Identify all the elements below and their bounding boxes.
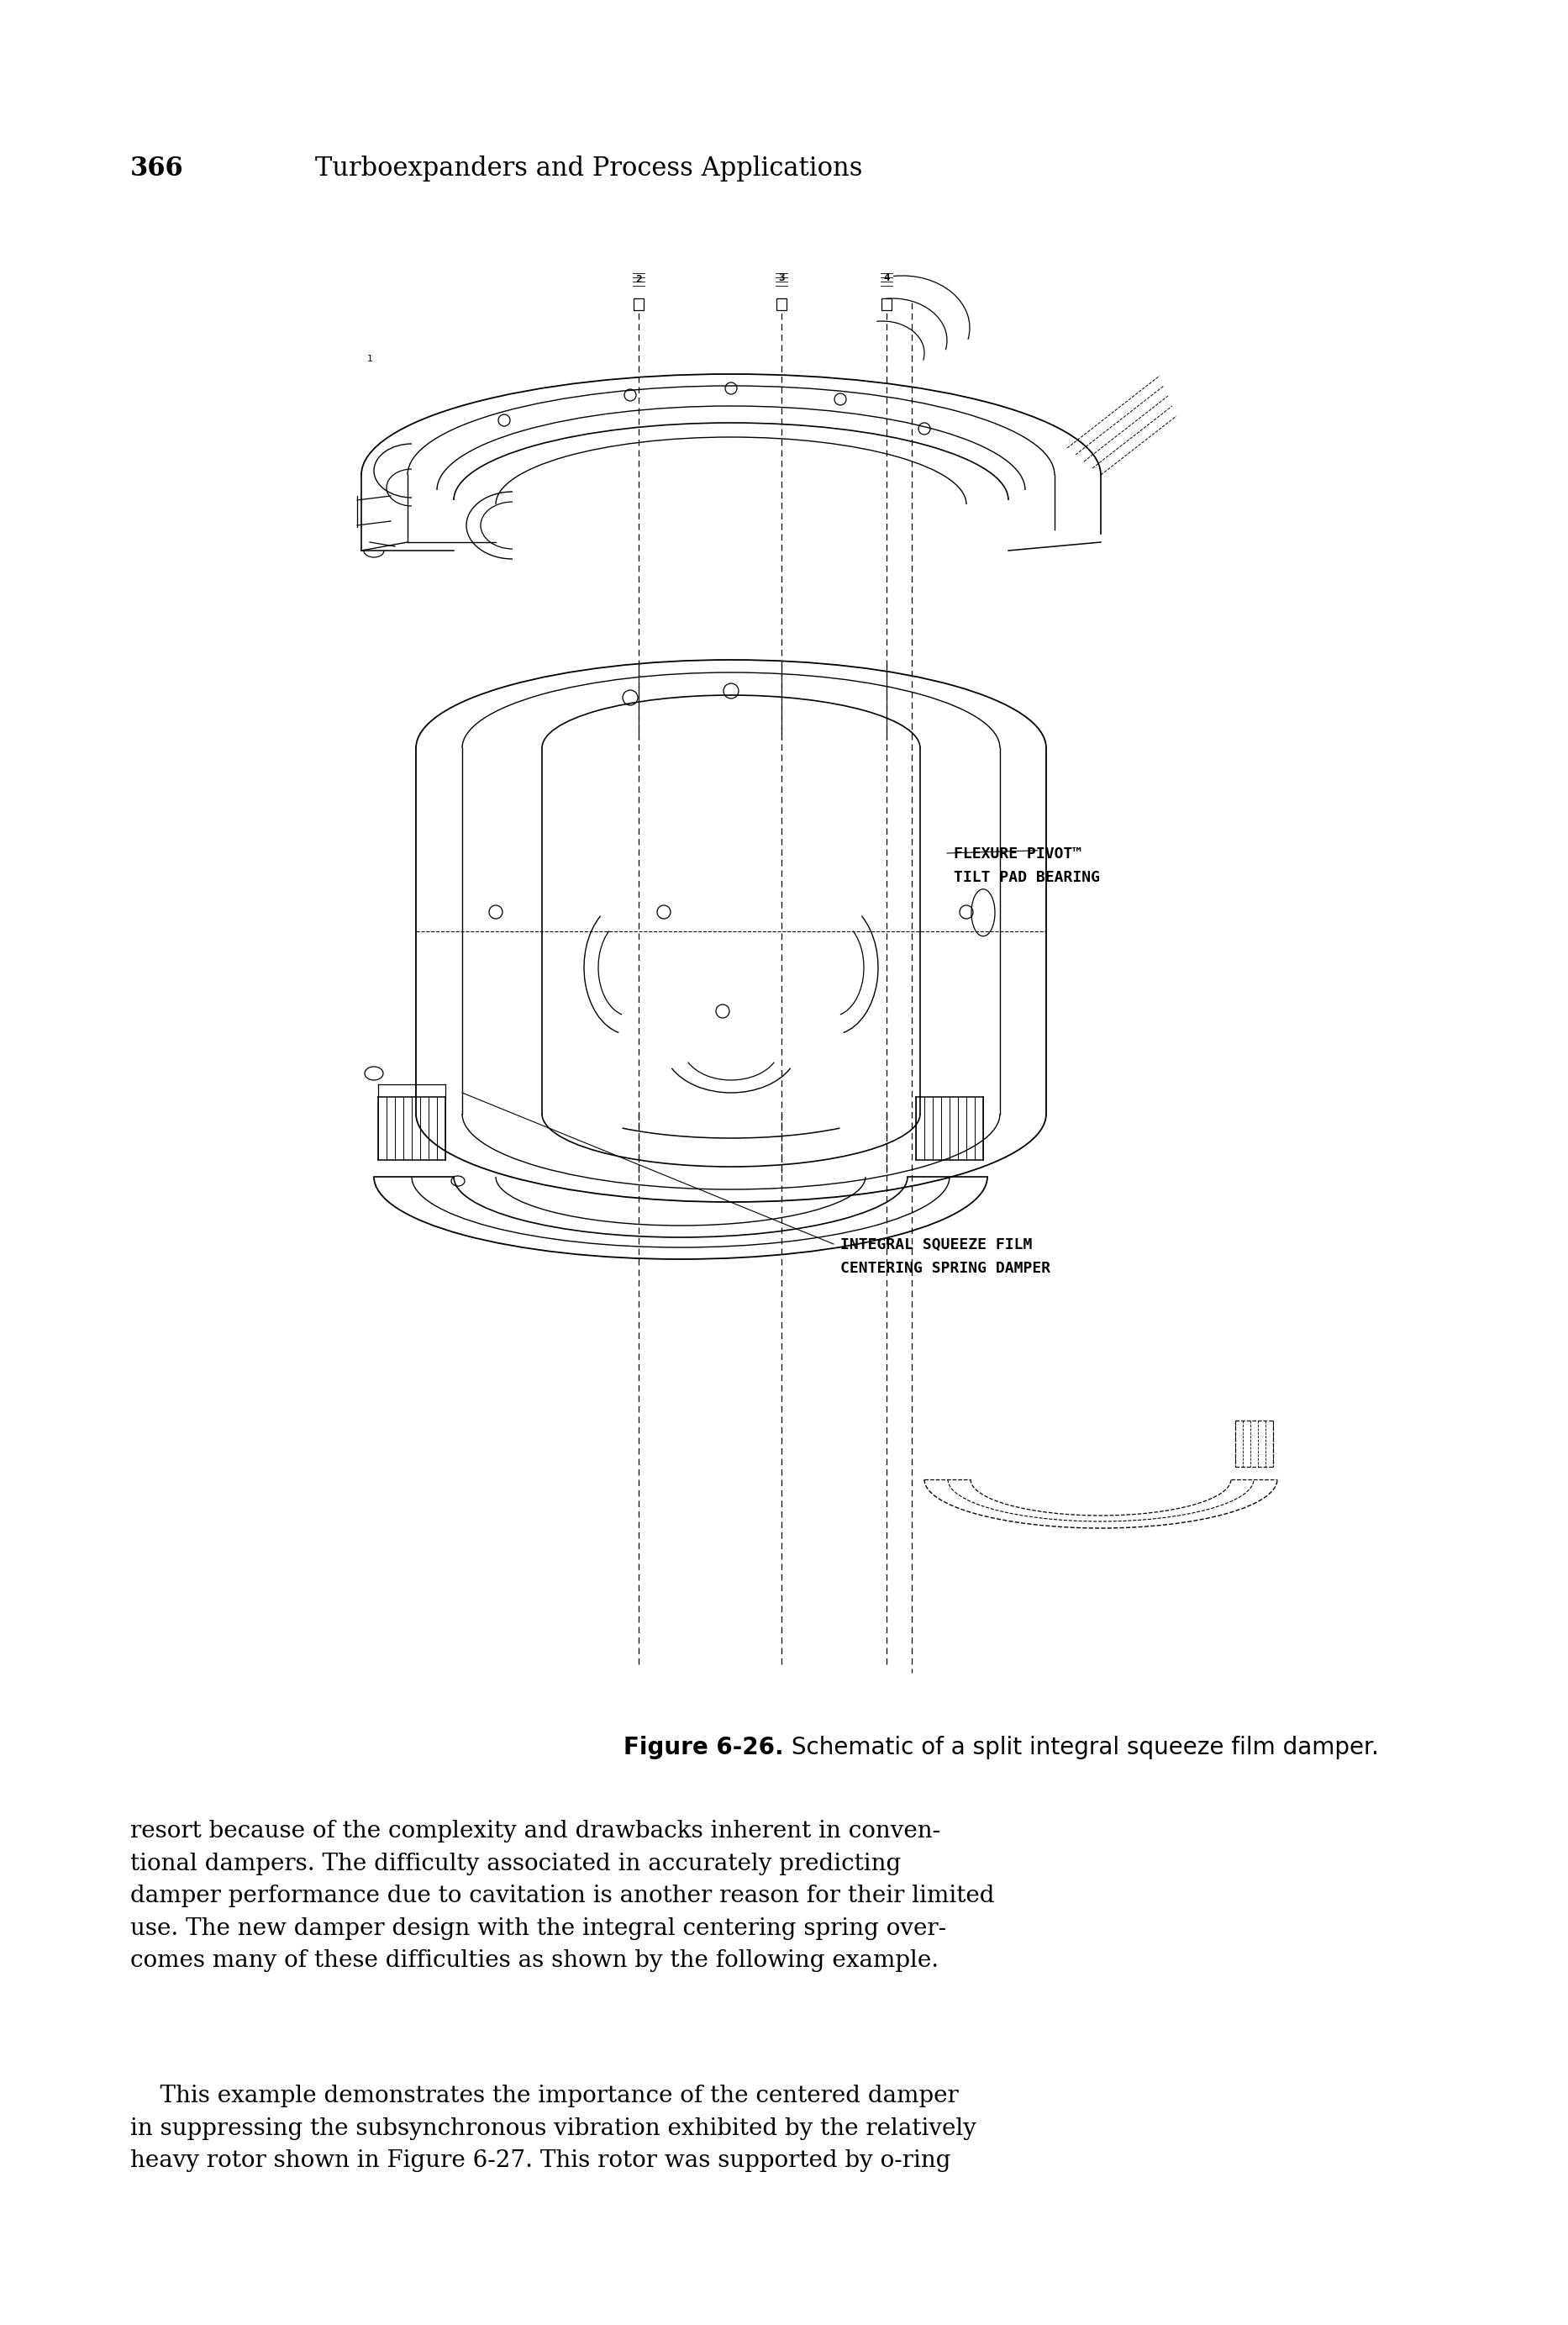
Text: Turboexpanders and Process Applications: Turboexpanders and Process Applications <box>315 156 862 181</box>
Text: resort because of the complexity and drawbacks inherent in conven-
tional damper: resort because of the complexity and dra… <box>130 1820 994 1972</box>
Text: Figure 6-26.: Figure 6-26. <box>624 1737 784 1760</box>
Text: 3: 3 <box>778 272 784 284</box>
Text: FLEXURE PIVOT™: FLEXURE PIVOT™ <box>953 846 1082 863</box>
Text: INTEGRAL SQUEEZE FILM: INTEGRAL SQUEEZE FILM <box>840 1237 1032 1253</box>
Text: 1: 1 <box>367 356 373 363</box>
FancyBboxPatch shape <box>881 298 892 309</box>
Text: 366: 366 <box>130 156 183 181</box>
FancyBboxPatch shape <box>633 298 644 309</box>
Text: 4: 4 <box>883 272 889 284</box>
Text: TILT PAD BEARING: TILT PAD BEARING <box>953 870 1101 886</box>
FancyBboxPatch shape <box>776 298 787 309</box>
Text: Schematic of a split integral squeeze film damper.: Schematic of a split integral squeeze fi… <box>784 1737 1378 1760</box>
Text: 2: 2 <box>635 274 641 284</box>
Text: CENTERING SPRING DAMPER: CENTERING SPRING DAMPER <box>840 1260 1051 1276</box>
Text: This example demonstrates the importance of the centered damper
in suppressing t: This example demonstrates the importance… <box>130 2086 977 2172</box>
